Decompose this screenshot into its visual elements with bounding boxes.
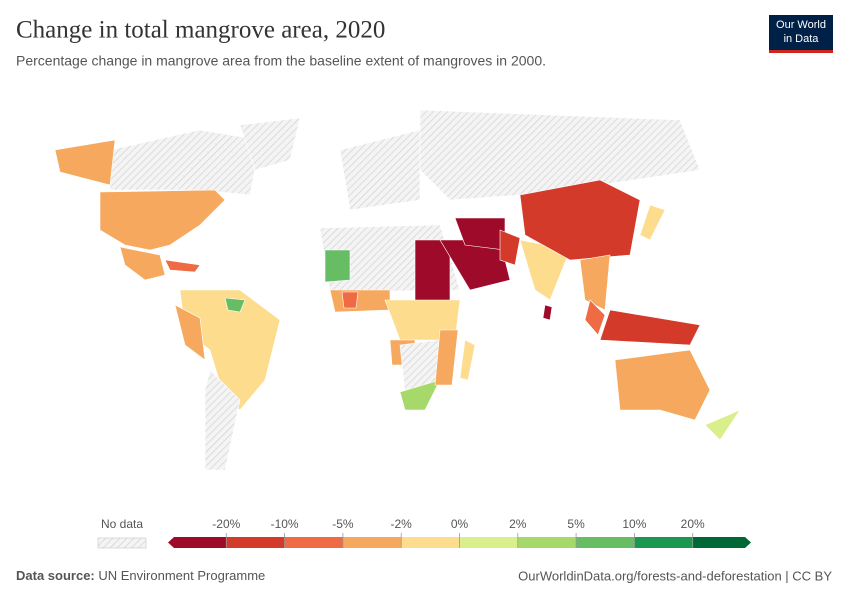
- subtitle: Percentage change in mangrove area from …: [16, 53, 546, 69]
- legend: No data -20% -10% -5% -2% 0% 2% 5% 10% 20%: [97, 517, 751, 549]
- legend-tick-label: -10%: [271, 517, 299, 531]
- footer-source: Data source: UN Environment Programme: [16, 568, 265, 583]
- logo-text: in Data: [784, 33, 820, 45]
- legend-tick-label: 10%: [622, 517, 646, 531]
- legend-tick-label: -20%: [212, 517, 240, 531]
- logo-text: Our World: [776, 19, 826, 31]
- source: UN Environment Programme: [98, 568, 265, 583]
- legend-bin: [342, 537, 402, 548]
- legend-tick-label: -5%: [332, 517, 354, 531]
- legend-bin: [576, 537, 635, 548]
- no-data-swatch: [97, 537, 147, 549]
- legend-tick-label: 5%: [567, 517, 585, 531]
- legend-tick-label: 2%: [509, 517, 527, 531]
- source-label: Data source:: [16, 568, 95, 583]
- legend-bin: [226, 537, 285, 548]
- no-data-label: No data: [101, 517, 143, 531]
- legend-bin: [459, 537, 518, 548]
- legend-bin: [401, 537, 460, 548]
- legend-bin: [284, 537, 343, 548]
- footer-url: OurWorldinData.org/forests-and-deforesta…: [518, 568, 832, 583]
- logo: Our World in Data: [769, 15, 833, 53]
- legend-tick-label: 0%: [451, 517, 469, 531]
- legend-tick-label: 20%: [681, 517, 705, 531]
- legend-tick-label: -2%: [391, 517, 413, 531]
- map: [54, 109, 741, 471]
- legend-bin: [168, 537, 227, 548]
- title: Change in total mangrove area, 2020: [16, 17, 385, 44]
- legend-bin: [634, 537, 693, 548]
- legend-bin: [692, 537, 751, 548]
- legend-bin: [517, 537, 577, 548]
